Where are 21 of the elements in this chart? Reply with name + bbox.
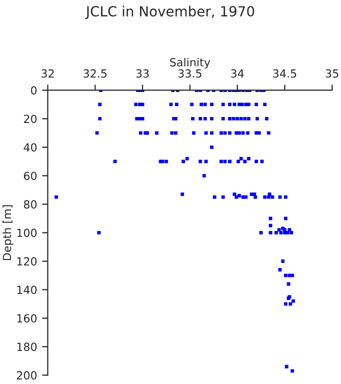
x-tick-label: 33.5: [178, 69, 202, 78]
y-tick-label: 40: [24, 143, 37, 152]
x-tick-label: 32.5: [84, 69, 107, 78]
x-axis-title: Salinity: [170, 58, 210, 69]
x-tick-label: 35: [326, 69, 338, 78]
x-tick-label: 34.5: [273, 69, 296, 78]
x-tick-label: 34: [231, 69, 244, 78]
x-tick-label: 33: [136, 69, 149, 78]
y-tick-label: 200: [16, 371, 37, 380]
y-tick-label: 160: [17, 314, 37, 323]
chart-title: JCLC in November, 1970: [85, 6, 254, 20]
y-tick-label: 180: [17, 342, 37, 352]
y-tick-label: 100: [17, 228, 37, 238]
y-tick-label: 140: [17, 286, 37, 294]
y-tick-label: 80: [24, 200, 37, 209]
y-axis-title: Depth [m]: [2, 205, 14, 260]
y-tick-label: 60: [24, 172, 37, 180]
x-tick-label: 32: [42, 69, 54, 78]
y-tick-label: 0: [30, 86, 37, 95]
y-tick-label: 120: [17, 257, 37, 266]
y-tick-label: 20: [24, 114, 37, 124]
